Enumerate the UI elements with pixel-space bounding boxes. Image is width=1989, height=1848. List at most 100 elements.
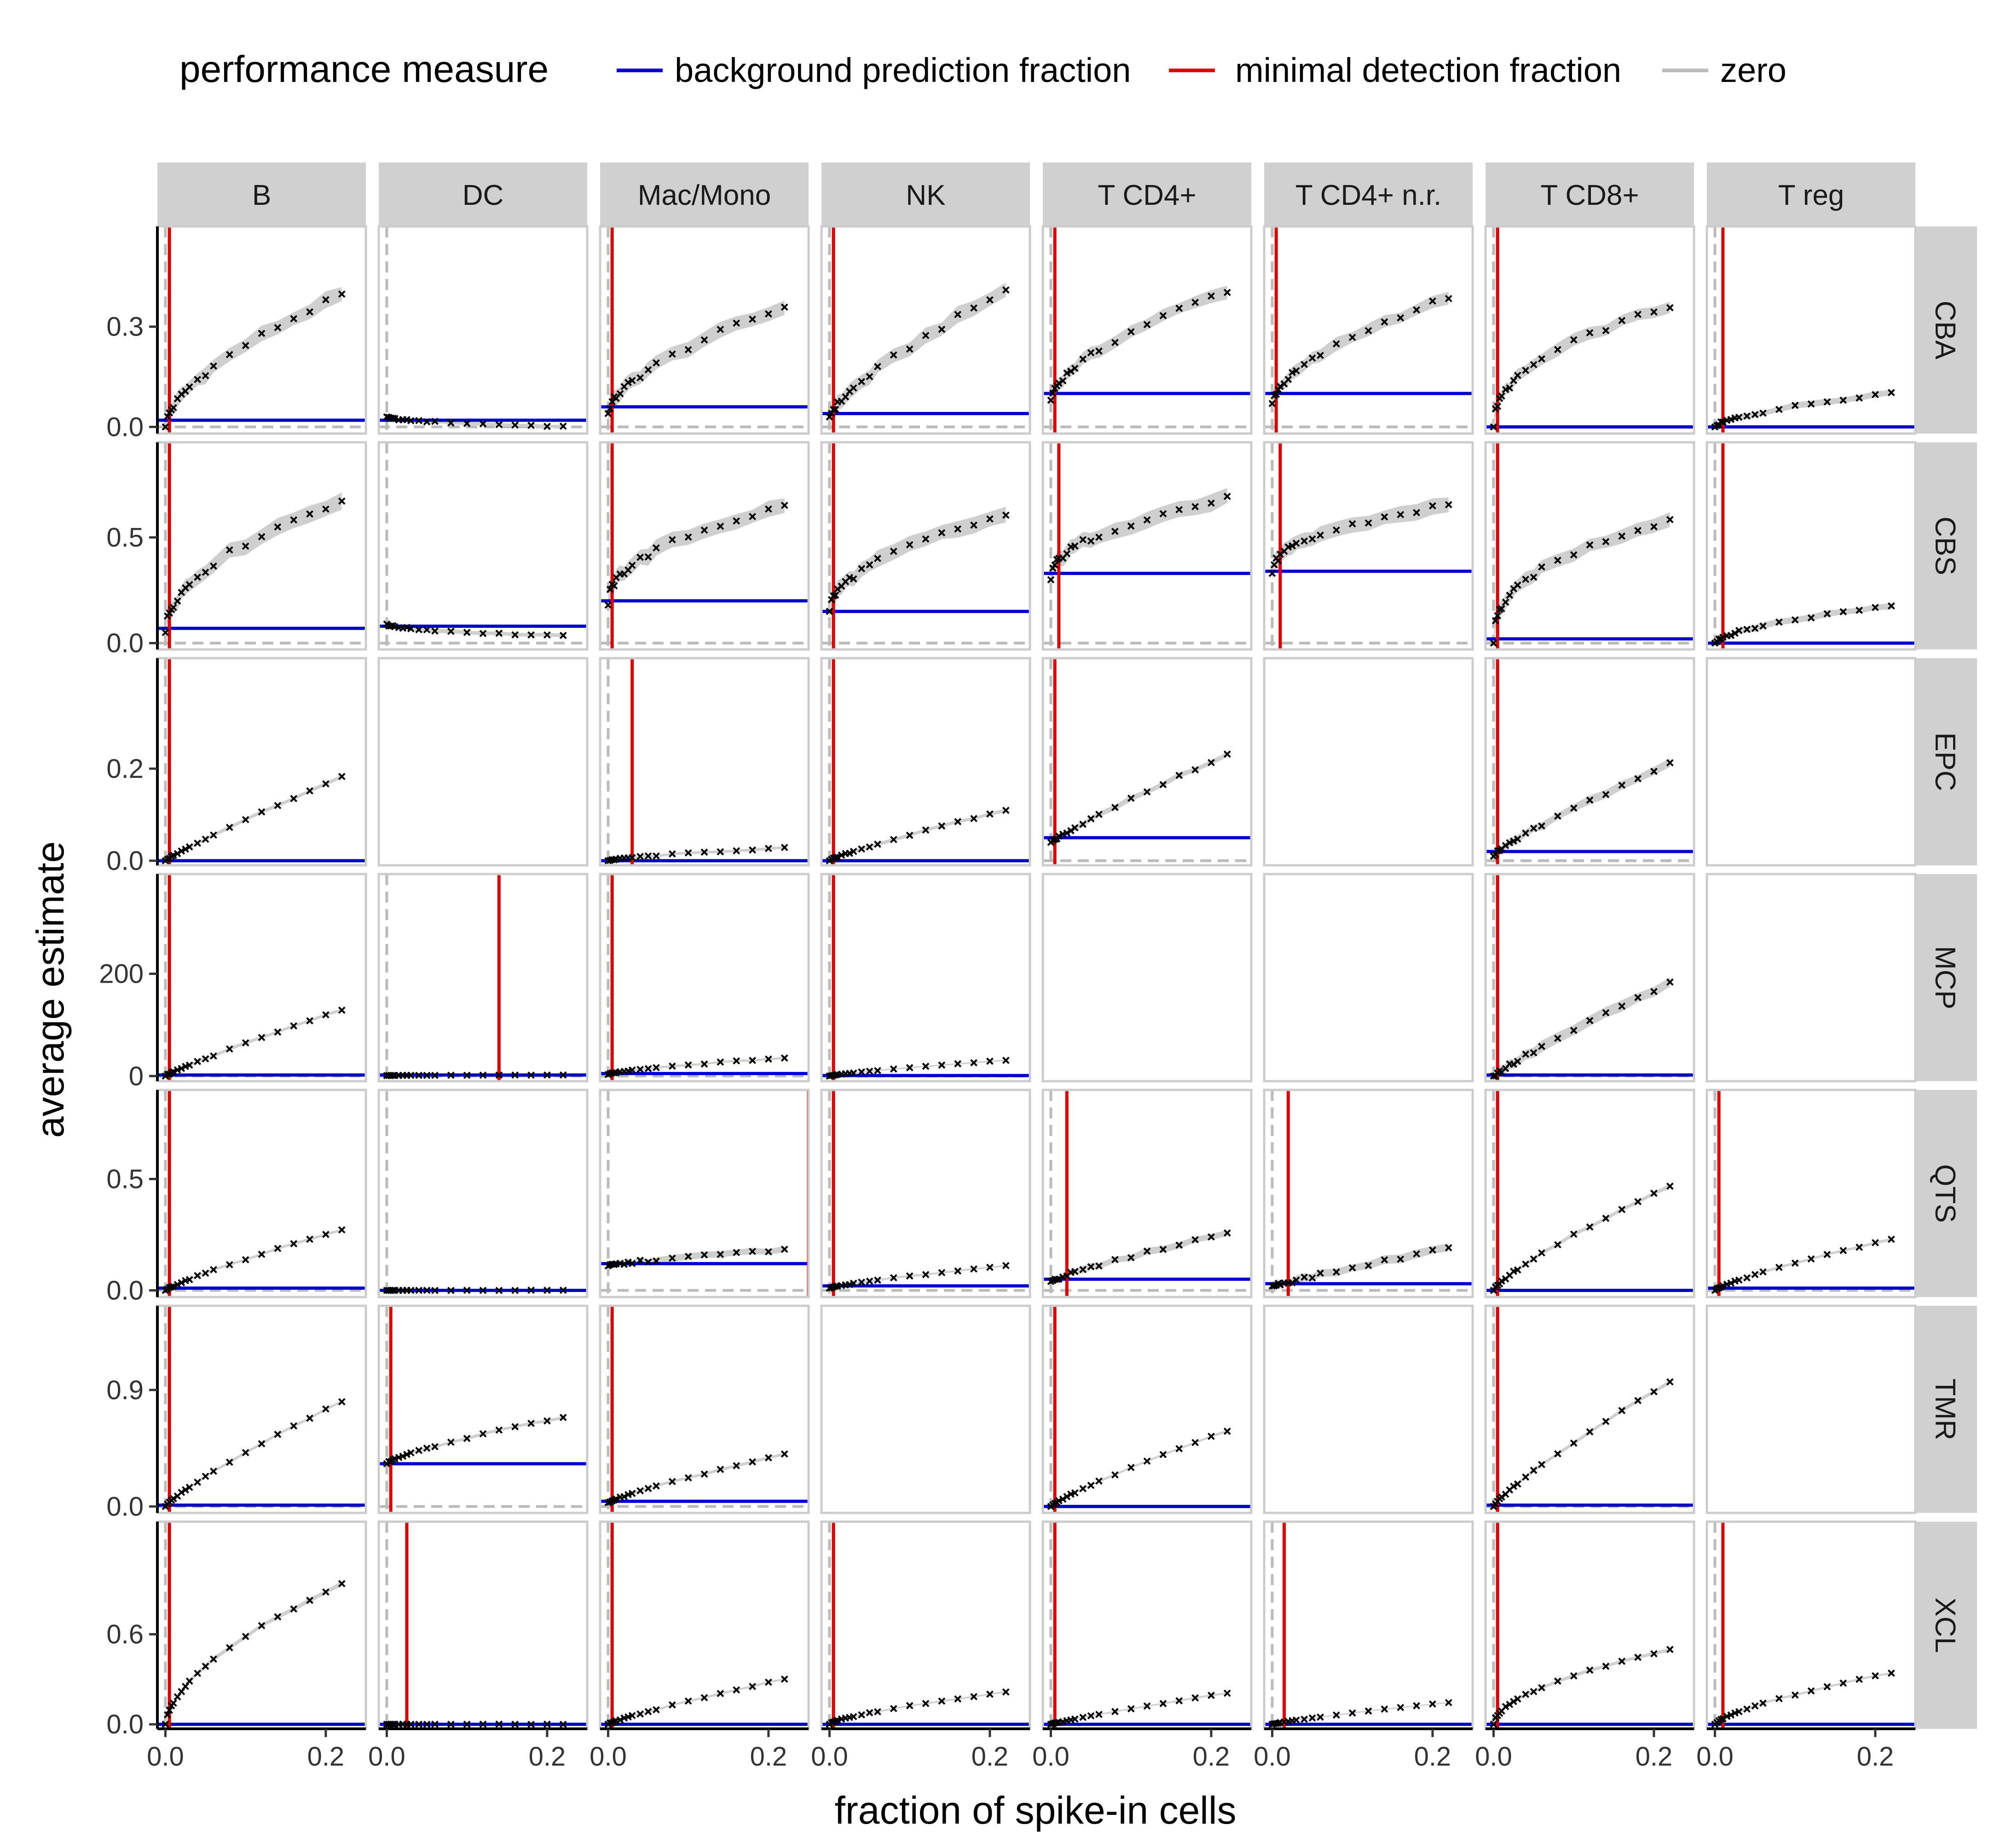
estimate-point [1759,1268,1767,1276]
estimate-point [1079,1714,1087,1721]
panel-background [1707,1306,1915,1513]
estimate-point [479,1430,487,1438]
estimate-point [628,854,636,862]
confidence-ribbon [1051,1230,1227,1285]
estimate-point [986,515,994,523]
estimate-point [890,351,897,359]
estimate-point [389,1721,397,1728]
estimate-point [1743,1274,1751,1282]
estimate-point [1111,339,1119,347]
estimate-point [1284,376,1292,383]
estimate-point [1087,1263,1095,1270]
estimate-point [543,1071,551,1079]
panel-border [1263,1089,1474,1298]
estimate-point [447,419,455,427]
estimate-point [543,1417,551,1425]
estimate-point [906,1702,914,1709]
panel-background [1264,658,1473,865]
estimate-point [338,497,346,505]
panel-border [377,1304,589,1514]
x-tick-label: 0.2 [971,1742,1009,1772]
estimate-point [1002,1688,1010,1696]
panel-background [1043,874,1251,1081]
estimate-point [906,831,914,839]
y-tick-label: 200 [99,959,144,989]
estimate-point [258,330,266,337]
estimate-point [684,1474,692,1482]
estimate-point [1727,631,1735,639]
estimate-point [717,1058,724,1066]
estimate-point [1514,1695,1521,1703]
estimate-point [1301,360,1308,368]
estimate-point [306,1597,313,1604]
estimate-point [604,601,612,609]
estimate-point [1887,602,1895,610]
estimate-point [162,423,169,431]
panel-mcp-t-cd8plus [1484,873,1695,1083]
estimate-point [717,1466,724,1473]
estimate-point [1143,1457,1151,1465]
estimate-point [1428,297,1436,305]
strip-label-b: B [252,180,271,211]
estimate-point [399,1452,407,1460]
estimate-point [1175,1241,1183,1249]
estimate-point [616,1716,624,1724]
panel-border [599,441,810,651]
estimate-point [668,1254,676,1262]
x-tick-label: 0.0 [1696,1742,1734,1772]
estimate-point [733,1249,740,1257]
estimate-point [1554,1034,1561,1042]
estimate-point [185,581,193,589]
estimate-point [954,1267,962,1275]
estimate-point [274,802,282,810]
estimate-point [306,1235,313,1243]
estimate-point [242,1449,249,1456]
estimate-point [827,1719,835,1726]
estimate-point [210,362,217,370]
strip-label-xcl: XCL [1929,1598,1961,1653]
panel-background [1486,1522,1694,1729]
estimate-point [1223,492,1231,500]
estimate-point [559,1414,567,1421]
estimate-point [938,822,946,830]
estimate-point [1111,1708,1119,1715]
estimate-point [407,1721,415,1728]
estimate-point [1095,1262,1103,1270]
panel-background [1043,1306,1251,1513]
panel-epc-nk [820,657,1031,867]
estimate-point [1666,304,1674,312]
estimate-point [258,1440,266,1448]
estimate-point [1494,847,1502,855]
estimate-point [1397,1255,1405,1263]
confidence-ribbon [387,622,563,637]
estimate-point [1618,317,1626,324]
estimate-point [986,296,994,304]
panel-xcl-b [156,1520,367,1730]
estimate-point [274,1028,282,1036]
panel-border [1484,873,1695,1083]
estimate-point [290,1022,298,1030]
estimate-point [1059,377,1067,385]
estimate-point [764,505,772,513]
estimate-point [644,1065,652,1072]
estimate-point [511,1721,519,1728]
estimate-point [1650,308,1658,316]
confidence-ribbon [608,1678,785,1726]
estimate-point [874,840,881,848]
estimate-point [1071,824,1079,832]
panel-border [377,441,589,651]
estimate-point [1207,292,1215,300]
estimate-point [162,629,169,637]
estimate-point [781,844,788,852]
estimate-point [1887,389,1895,396]
panel-background [1707,658,1915,865]
estimate-point [1807,1255,1815,1263]
panel-background [1486,874,1694,1081]
estimate-point [1887,1669,1895,1677]
estimate-point [194,376,202,383]
panel-background [600,442,809,649]
y-tick-label: 0.5 [106,523,144,553]
panel-xcl-nk [820,1520,1031,1730]
panel-epc-t-cd4plus-n-r [1263,657,1474,867]
estimate-point [163,1071,171,1078]
